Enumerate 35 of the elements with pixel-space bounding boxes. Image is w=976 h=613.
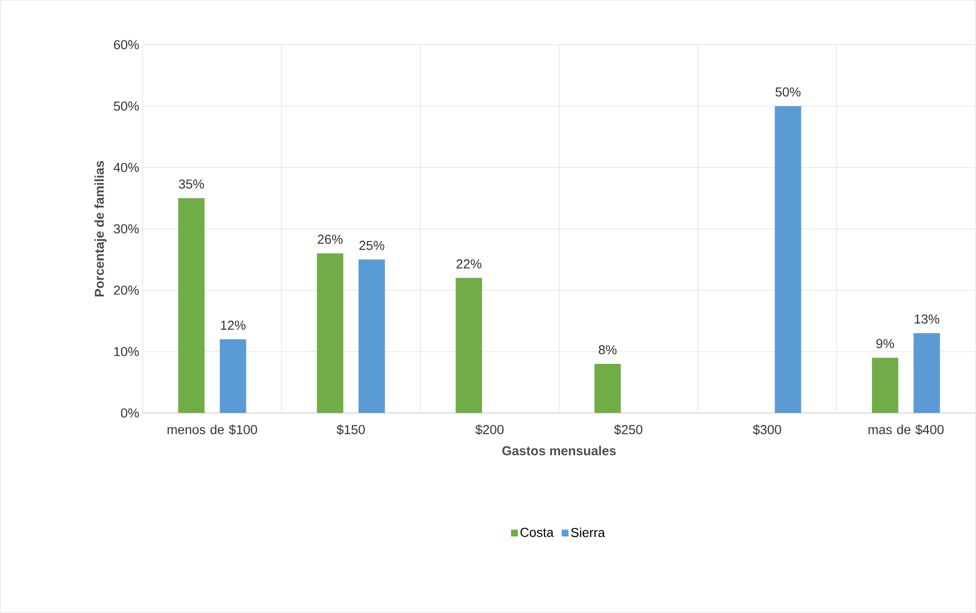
y-tick-label: 40% <box>114 162 139 172</box>
y-tick-label: 50% <box>114 102 139 111</box>
data-label: 26% <box>318 234 343 244</box>
x-tick-label: $250 <box>614 424 642 436</box>
y-tick-label: 30% <box>114 224 139 234</box>
bar <box>316 253 344 414</box>
data-label: 12% <box>221 320 246 330</box>
y-tick-label: 0% <box>121 408 139 418</box>
data-label: 9% <box>876 339 894 348</box>
bar <box>220 339 246 414</box>
bar <box>178 198 205 414</box>
bar <box>914 333 940 414</box>
x-tick-label: $200 <box>475 424 504 436</box>
y-tick-label: 10% <box>114 347 139 356</box>
x-axis-title: Gastos mensuales <box>502 446 616 456</box>
data-label: 25% <box>359 240 384 250</box>
bar <box>456 278 482 414</box>
data-label: 8% <box>598 345 617 354</box>
x-tick-label: $150 <box>336 424 365 436</box>
x-tick-label: menos de $100 <box>168 424 258 436</box>
x-tick-label: mas de $400 <box>868 424 944 436</box>
bar <box>358 260 385 414</box>
legend-label: Costa <box>520 528 554 538</box>
data-label: 22% <box>456 259 482 269</box>
y-tick-label: 60% <box>114 40 139 50</box>
x-tick-label: $300 <box>752 424 782 436</box>
bar <box>774 106 802 414</box>
data-label: 35% <box>178 180 204 189</box>
bar <box>872 358 898 414</box>
bar <box>594 364 621 414</box>
data-label: 13% <box>914 314 940 324</box>
y-tick-label: 20% <box>114 286 139 295</box>
data-label: 50% <box>776 87 801 97</box>
y-axis-title: Porcentaje de familias <box>94 161 106 297</box>
legend-label: Sierra <box>571 528 606 538</box>
